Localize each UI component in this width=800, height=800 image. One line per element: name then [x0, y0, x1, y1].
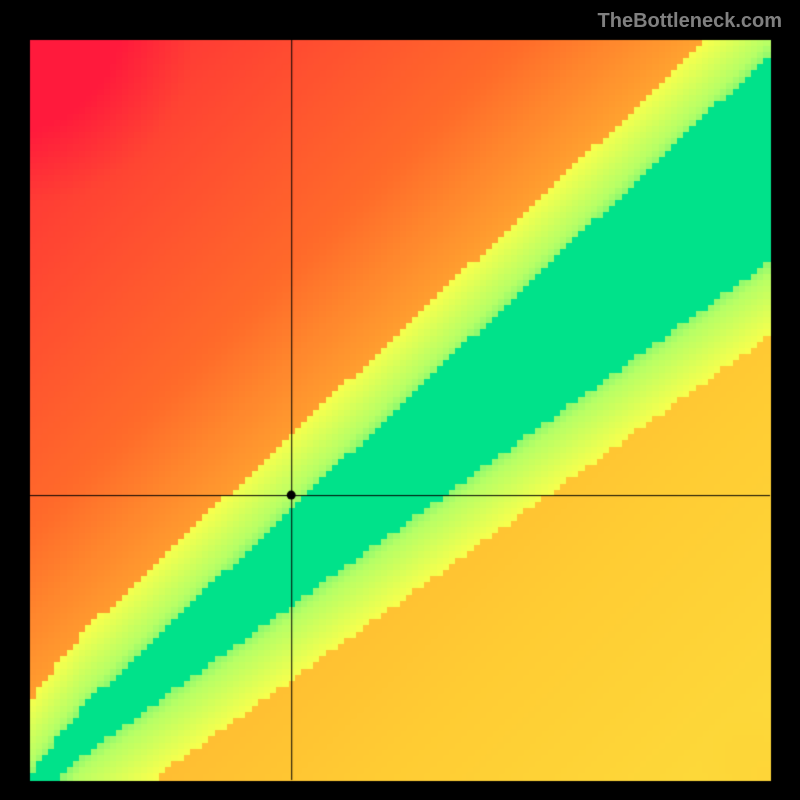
- watermark-text: TheBottleneck.com: [598, 10, 782, 33]
- bottleneck-heatmap-canvas: [0, 0, 800, 800]
- chart-container: TheBottleneck.com: [0, 0, 800, 800]
